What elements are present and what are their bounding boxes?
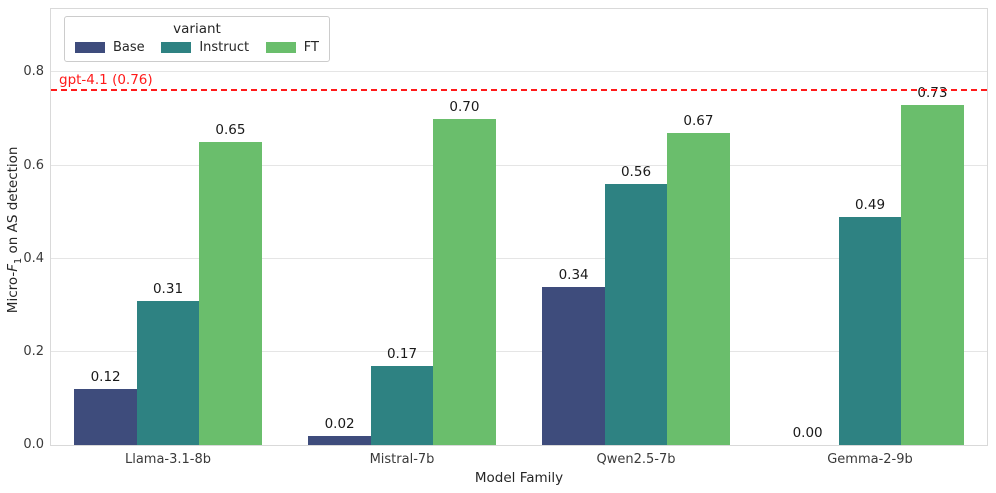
bar-base-Qwen2.5-7b (542, 286, 605, 445)
legend-item-ft: FT (265, 40, 319, 55)
bar-instruct-Mistral-7b (370, 365, 434, 445)
y-axis-tick-label: 0.8 (23, 64, 44, 80)
legend-item-label: Instruct (199, 40, 250, 55)
y-axis-tick-label: 0.0 (23, 437, 44, 452)
bar-value-label: 0.00 (792, 425, 823, 441)
bar-ft-Llama-3.1-8b (199, 142, 262, 445)
plot-area: 0.12 0.02 0.34 0.00 0.31 0.17 0.56 0.49 0.65 0.70… (50, 8, 988, 446)
y-axis-label-subscript: 1 (12, 257, 24, 264)
reference-line (51, 88, 987, 91)
gridline (51, 257, 987, 259)
bar-value-label: 0.56 (620, 164, 652, 181)
legend-items: Base Instruct FT (75, 40, 319, 55)
bar-value-label: 0.02 (324, 415, 355, 432)
gridline (51, 71, 987, 73)
y-axis-tick-label: 0.2 (23, 343, 44, 359)
bar-base-Mistral-7b (308, 435, 371, 445)
x-axis-tick-label: Mistral-7b (369, 452, 435, 467)
gridline (51, 350, 987, 352)
y-axis-label-suffix: on AS detection (5, 146, 22, 258)
legend-swatch-icon (75, 42, 105, 53)
legend-item-label: FT (303, 40, 319, 55)
legend-title: variant (173, 21, 221, 37)
bar-ft-Qwen2.5-7b (667, 132, 730, 445)
legend-swatch-icon (161, 42, 192, 53)
legend-swatch-icon (265, 42, 296, 53)
y-axis-tick-label: 0.4 (23, 250, 44, 266)
legend-item-instruct: Instruct (161, 40, 249, 55)
x-axis-tick-label: Gemma-2-9b (827, 452, 913, 467)
y-axis-label-variable: F (5, 263, 22, 272)
bar-value-label: 0.67 (683, 112, 714, 129)
bar-value-label: 0.31 (152, 280, 184, 297)
bar-instruct-Gemma-2-9b (838, 216, 902, 445)
bar-ft-Gemma-2-9b (901, 104, 964, 445)
y-axis-label-prefix: Micro- (5, 271, 22, 314)
reference-line-label: gpt-4.1 (0.76) (59, 71, 153, 88)
bar-instruct-Qwen2.5-7b (604, 184, 668, 445)
legend-item-label: Base (113, 40, 145, 55)
bar-value-label: 0.65 (215, 122, 246, 139)
bar-value-label: 0.34 (558, 266, 589, 283)
legend: variant Base Instruct FT (64, 16, 330, 62)
y-axis-label: Micro-F1 on AS detection (5, 117, 27, 343)
bar-value-label: 0.17 (386, 345, 418, 362)
bar-value-label: 0.12 (90, 369, 121, 386)
bar-instruct-Llama-3.1-8b (136, 300, 200, 445)
x-axis-tick-label: Qwen2.5-7b (596, 452, 676, 467)
x-axis-label: Model Family (474, 470, 564, 486)
bar-value-label: 0.70 (449, 98, 480, 115)
bar-base-Llama-3.1-8b (74, 389, 137, 445)
bar-ft-Mistral-7b (433, 118, 496, 445)
bar-value-label: 0.49 (854, 196, 886, 213)
x-axis-tick-label: Llama-3.1-8b (124, 452, 212, 467)
gridline (51, 164, 987, 166)
y-axis-tick-label: 0.6 (23, 157, 44, 173)
legend-item-base: Base (75, 40, 145, 55)
